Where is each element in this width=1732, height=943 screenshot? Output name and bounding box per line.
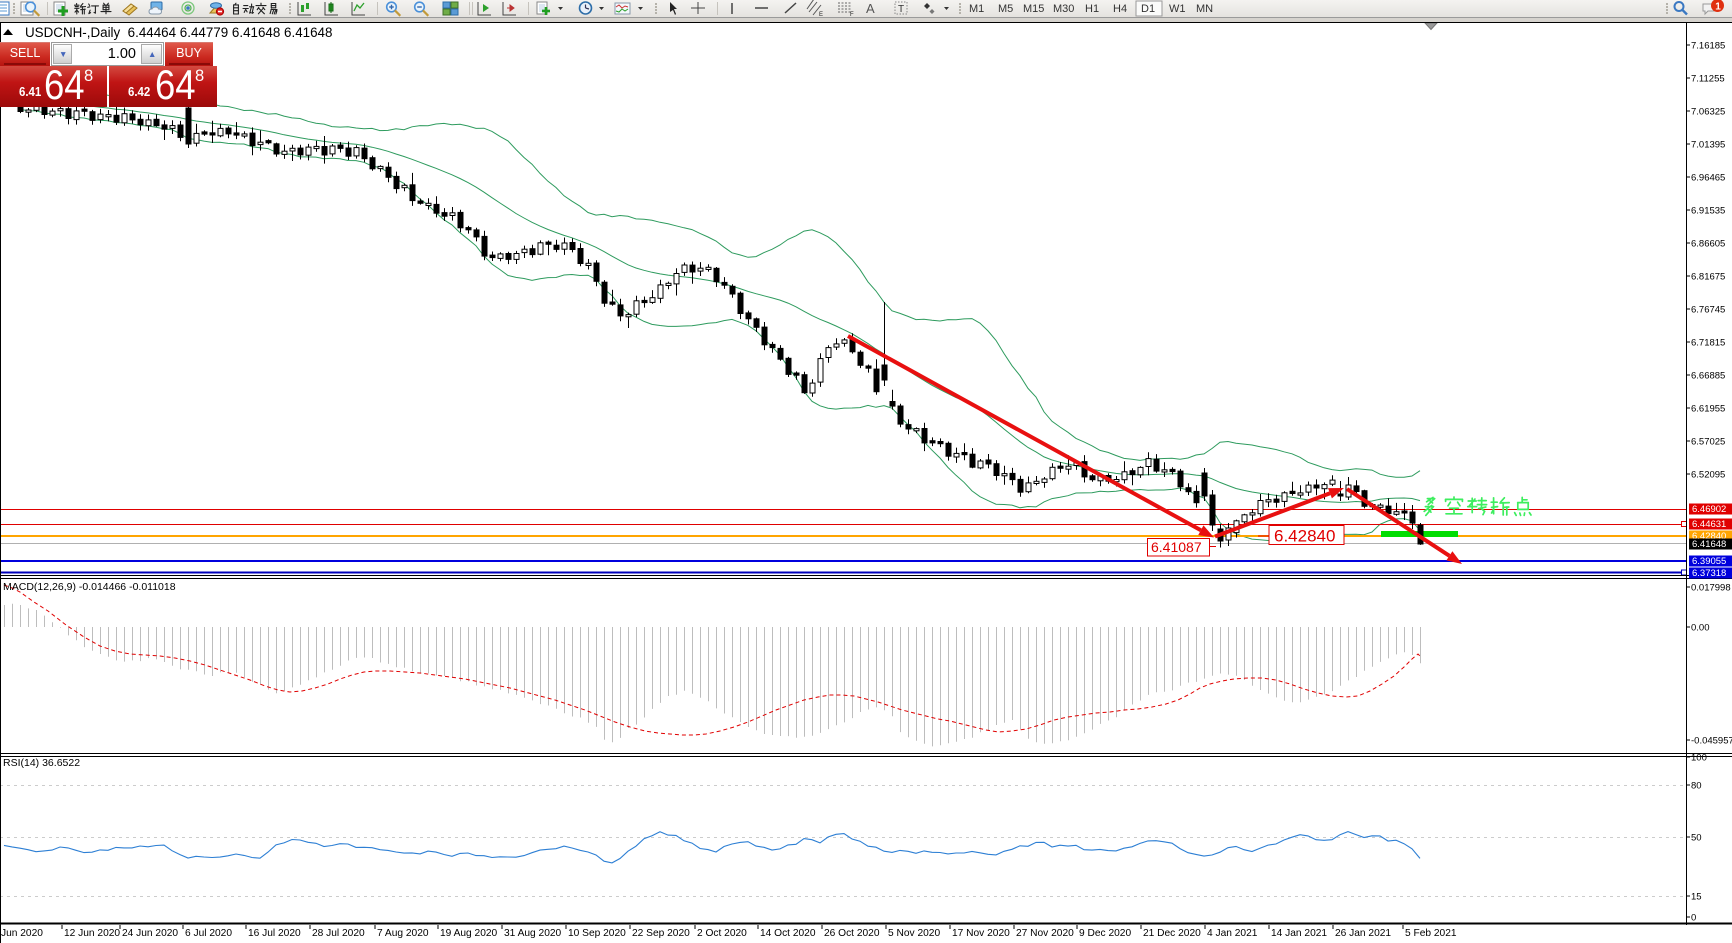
svg-text:Jun 2020: Jun 2020 <box>1 928 43 939</box>
svg-text:12 Jun 2020: 12 Jun 2020 <box>64 928 120 939</box>
svg-text:6.46902: 6.46902 <box>1692 504 1726 515</box>
svg-text:14 Oct 2020: 14 Oct 2020 <box>760 928 816 939</box>
svg-text:0.00: 0.00 <box>1691 623 1710 634</box>
svg-text:7 Aug 2020: 7 Aug 2020 <box>377 928 429 939</box>
svg-text:M15: M15 <box>1023 3 1044 15</box>
svg-text:RSI(14) 36.6522: RSI(14) 36.6522 <box>3 757 80 769</box>
svg-text:28 Jul 2020: 28 Jul 2020 <box>312 928 365 939</box>
svg-text:17 Nov 2020: 17 Nov 2020 <box>952 928 1010 939</box>
svg-text:H1: H1 <box>1085 3 1099 15</box>
svg-text:24 Jun 2020: 24 Jun 2020 <box>122 928 178 939</box>
svg-text:M30: M30 <box>1053 3 1074 15</box>
svg-text:6.91535: 6.91535 <box>1691 206 1725 217</box>
svg-text:MN: MN <box>1196 3 1213 15</box>
svg-text:M5: M5 <box>998 3 1013 15</box>
svg-text:5 Nov 2020: 5 Nov 2020 <box>888 928 940 939</box>
svg-text:14 Jan 2021: 14 Jan 2021 <box>1271 928 1327 939</box>
svg-text:6.41648: 6.41648 <box>1692 539 1726 550</box>
svg-text:1: 1 <box>1715 2 1721 13</box>
svg-text:F: F <box>850 12 854 18</box>
svg-text:50: 50 <box>1691 833 1702 844</box>
svg-text:6.39055: 6.39055 <box>1692 556 1726 567</box>
svg-text:0: 0 <box>1691 913 1696 924</box>
svg-text:19 Aug 2020: 19 Aug 2020 <box>440 928 498 939</box>
svg-text:27 Nov 2020: 27 Nov 2020 <box>1016 928 1074 939</box>
svg-text:4 Jan 2021: 4 Jan 2021 <box>1207 928 1258 939</box>
svg-text:7.16185: 7.16185 <box>1691 41 1725 52</box>
svg-text:A: A <box>866 1 875 16</box>
svg-text:80: 80 <box>1691 781 1702 792</box>
svg-text:0.017998: 0.017998 <box>1691 583 1731 594</box>
svg-text:22 Sep 2020: 22 Sep 2020 <box>632 928 690 939</box>
svg-text:M1: M1 <box>969 3 984 15</box>
svg-text:16 Jul 2020: 16 Jul 2020 <box>248 928 301 939</box>
svg-text:6.76745: 6.76745 <box>1691 305 1725 316</box>
svg-text:6 Jul 2020: 6 Jul 2020 <box>185 928 232 939</box>
svg-text:5 Feb 2021: 5 Feb 2021 <box>1405 928 1457 939</box>
svg-text:6.86605: 6.86605 <box>1691 239 1725 250</box>
svg-text:7.11255: 7.11255 <box>1691 74 1725 85</box>
svg-text:6.81675: 6.81675 <box>1691 272 1725 283</box>
svg-text:6.61955: 6.61955 <box>1691 404 1725 415</box>
svg-text:6.66885: 6.66885 <box>1691 371 1725 382</box>
svg-text:6.71815: 6.71815 <box>1691 338 1725 349</box>
svg-text:H4: H4 <box>1113 3 1127 15</box>
svg-text:6.52095: 6.52095 <box>1691 470 1725 481</box>
svg-text:6.42840: 6.42840 <box>1692 531 1726 542</box>
svg-text:6.42840: 6.42840 <box>1274 527 1335 546</box>
svg-text:26 Jan 2021: 26 Jan 2021 <box>1335 928 1391 939</box>
svg-text:100: 100 <box>1691 753 1707 764</box>
svg-text:-0.045957: -0.045957 <box>1691 736 1732 747</box>
svg-text:31 Aug 2020: 31 Aug 2020 <box>504 928 562 939</box>
svg-text:6.41087: 6.41087 <box>1151 539 1202 555</box>
svg-text:6.96465: 6.96465 <box>1691 173 1725 184</box>
svg-text:10 Sep 2020: 10 Sep 2020 <box>568 928 626 939</box>
svg-text:T: T <box>898 4 904 15</box>
svg-text:7.01395: 7.01395 <box>1691 140 1725 151</box>
svg-text:7.06325: 7.06325 <box>1691 107 1725 118</box>
svg-text:6.57025: 6.57025 <box>1691 437 1725 448</box>
svg-text:21 Dec 2020: 21 Dec 2020 <box>1143 928 1201 939</box>
svg-text:MACD(12,26,9) -0.014466 -0.011: MACD(12,26,9) -0.014466 -0.011018 <box>3 581 176 593</box>
svg-text:D1: D1 <box>1141 3 1155 15</box>
svg-text:E: E <box>819 12 823 18</box>
svg-text:9 Dec 2020: 9 Dec 2020 <box>1079 928 1131 939</box>
svg-text:USDCNH-,Daily 6.44464 6.44779: USDCNH-,Daily 6.44464 6.44779 6.41648 6.… <box>25 25 332 40</box>
svg-text:2 Oct 2020: 2 Oct 2020 <box>697 928 747 939</box>
svg-text:W1: W1 <box>1169 3 1186 15</box>
svg-text:6.37318: 6.37318 <box>1692 568 1726 579</box>
svg-text:6.44631: 6.44631 <box>1692 519 1726 530</box>
svg-text:26 Oct 2020: 26 Oct 2020 <box>824 928 880 939</box>
svg-text:15: 15 <box>1691 892 1702 903</box>
